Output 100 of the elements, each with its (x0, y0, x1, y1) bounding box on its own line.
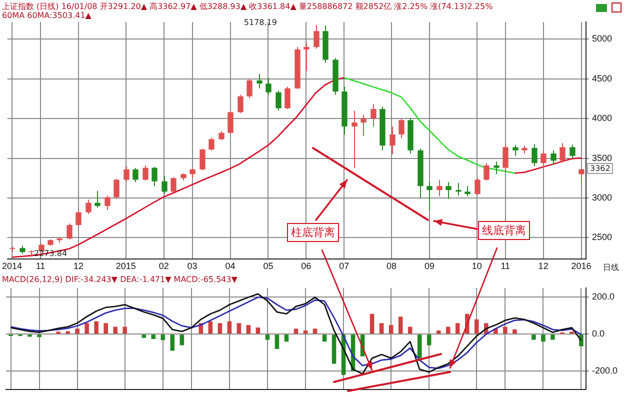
candlestick (208, 137, 214, 151)
y-tick-label: 0.0 (592, 328, 605, 339)
bar (170, 334, 175, 351)
candlestick (474, 178, 480, 196)
y-tick-label: 4000 (592, 113, 612, 124)
candlestick (352, 110, 358, 168)
candlestick (190, 168, 196, 179)
candlestick (246, 78, 252, 98)
x-tick-label: 08 (386, 261, 397, 272)
candlestick (170, 176, 176, 193)
bar (532, 334, 536, 340)
bar (227, 321, 232, 334)
candlestick (390, 126, 396, 155)
candlestick (502, 143, 508, 174)
candlestick (578, 168, 584, 184)
x-tick-label: 12 (73, 261, 84, 272)
x-tick-label: 2016 (571, 261, 592, 272)
bar (503, 326, 508, 334)
candlestick (314, 24, 320, 50)
bar (113, 326, 118, 334)
candlestick (238, 94, 244, 114)
candlestick (494, 160, 500, 175)
bar (474, 319, 479, 334)
x-tick-label: 11 (36, 261, 46, 272)
bar (388, 324, 394, 334)
annotation: 柱底背离 (287, 223, 339, 242)
bar (550, 334, 555, 340)
bar (104, 323, 108, 334)
candlestick (570, 144, 576, 159)
candlestick (484, 162, 490, 182)
y-tick-label: -200.0 (592, 366, 618, 376)
candlestick (532, 143, 538, 167)
candlestick (304, 42, 310, 72)
bar (160, 334, 166, 340)
bar (180, 334, 184, 346)
text: 日线 (603, 262, 619, 273)
bar (208, 321, 213, 334)
x-tick-label: 07 (339, 261, 350, 272)
x-tick-label: 12 (538, 261, 548, 272)
bar (94, 321, 98, 334)
candlestick (456, 182, 462, 196)
candlestick (540, 150, 546, 168)
bar (294, 328, 298, 334)
bar (274, 334, 280, 349)
candlestick (398, 118, 404, 139)
annotation: 线底背离 (478, 221, 530, 240)
y-tick-label: 200.0 (592, 292, 615, 302)
candlestick (114, 178, 120, 200)
chart-title: MACD(26,12,9) DIF:-34.243▼ DEA:-1.471▼ MACD:-65.543▼ (2, 275, 238, 284)
bar (75, 328, 80, 334)
candlestick (162, 175, 168, 195)
y-tick-label: 5000 (592, 34, 612, 44)
chart-title: 上证指数 (日线) 16/01/08 开3291.20▲ 高3362.97▲ 低3288.93▲ 收3361.84▲ 量258886872 额2852亿 涨2.25% 涨(74.13)2.25% (2, 1, 493, 12)
bar (142, 334, 146, 338)
annotation: 5178.19 (244, 18, 277, 27)
chart-subtitle: 60MA 60MA:3503.41▲ (2, 11, 92, 20)
bar (436, 330, 441, 334)
bar (236, 323, 242, 334)
candlestick (94, 190, 100, 208)
x-tick-label: 2015 (116, 261, 136, 272)
bar (426, 334, 432, 346)
x-tick-label: 06 (301, 261, 312, 272)
bar (541, 334, 546, 342)
candlestick (560, 142, 566, 163)
bar (284, 334, 289, 342)
x-tick-label: 09 (424, 261, 434, 272)
y-tick-label: 3000 (592, 192, 612, 202)
bar (512, 329, 517, 334)
candlestick (152, 166, 158, 187)
x-tick-label: 05 (263, 261, 274, 272)
bar (417, 334, 422, 358)
bar (66, 331, 70, 334)
candlestick (228, 110, 234, 134)
candlestick (66, 222, 72, 240)
candlestick (464, 186, 470, 197)
candlestick (360, 114, 366, 137)
candlestick (76, 209, 82, 228)
candlestick (104, 195, 110, 210)
text: 3362 (587, 163, 614, 174)
x-tick-label: 2014 (2, 261, 22, 272)
bar (379, 323, 384, 334)
y-tick-label: 2500 (592, 232, 612, 242)
candlestick (256, 74, 262, 89)
candlestick (370, 104, 376, 127)
candlestick (446, 182, 452, 200)
bar (246, 324, 251, 334)
bar (265, 334, 270, 340)
candlestick (266, 78, 272, 96)
bar (218, 323, 222, 334)
bar (312, 328, 318, 334)
bar (256, 328, 260, 334)
x-tick-label: 03 (187, 261, 198, 272)
bar (322, 334, 327, 342)
candlestick (86, 199, 92, 214)
candlestick (426, 182, 432, 210)
x-tick-label: 10 (472, 261, 482, 272)
bar (456, 323, 460, 334)
candlestick (124, 166, 130, 182)
x-tick-label: 11 (500, 261, 510, 272)
bar (151, 334, 156, 339)
